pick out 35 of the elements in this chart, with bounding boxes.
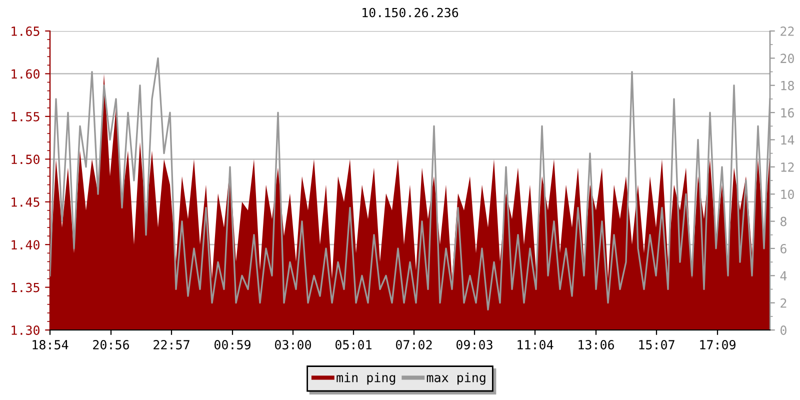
y-tick-label: 1.35	[12, 282, 40, 292]
y2-tick-label: 14	[781, 135, 794, 145]
y-tick-label: 1.55	[12, 112, 40, 122]
x-tick-label: 03:00	[275, 340, 312, 350]
y2-tick-label: 16	[781, 108, 794, 118]
y2-tick-label: 20	[780, 54, 794, 64]
y2-tick-label: 10	[781, 190, 794, 200]
y-tick-label: 1.30	[12, 326, 40, 335]
chart-title: 10.150.26.236	[362, 8, 458, 18]
x-tick-label: 11:04	[518, 340, 554, 350]
x-tick-label: 07:02	[396, 340, 432, 350]
y-tick-label: 1.40	[12, 240, 40, 250]
y-tick-label: 1.45	[12, 198, 40, 207]
x-tick-label: 22:57	[154, 340, 190, 350]
x-tick-label: 15:07	[639, 340, 674, 350]
x-tick-label: 09:03	[456, 340, 492, 350]
y2-tick-label: 6	[780, 244, 786, 254]
y2-tick-label: 0	[780, 326, 786, 335]
y-tick-label: 1.65	[12, 26, 40, 36]
y2-tick-label: 22	[780, 26, 794, 36]
x-tick-label: 13:06	[578, 340, 614, 350]
x-tick-label: 05:01	[336, 340, 372, 350]
legend-label: min ping	[336, 372, 396, 385]
legend-label: max ping	[426, 372, 486, 385]
y2-tick-label: 8	[780, 216, 786, 226]
y2-tick-label: 12	[781, 162, 794, 172]
y2-tick-label: 18	[781, 80, 794, 90]
y-tick-label: 1.60	[12, 69, 40, 79]
y2-tick-label: 2	[780, 298, 786, 308]
x-tick-label: 20:56	[93, 340, 130, 350]
x-tick-label: 00:59	[214, 340, 250, 350]
y2-tick-label: 4	[780, 271, 787, 280]
y-tick-label: 1.50	[12, 154, 40, 164]
x-tick-label: 18:54	[32, 340, 68, 350]
x-tick-label: 17:09	[700, 340, 736, 350]
